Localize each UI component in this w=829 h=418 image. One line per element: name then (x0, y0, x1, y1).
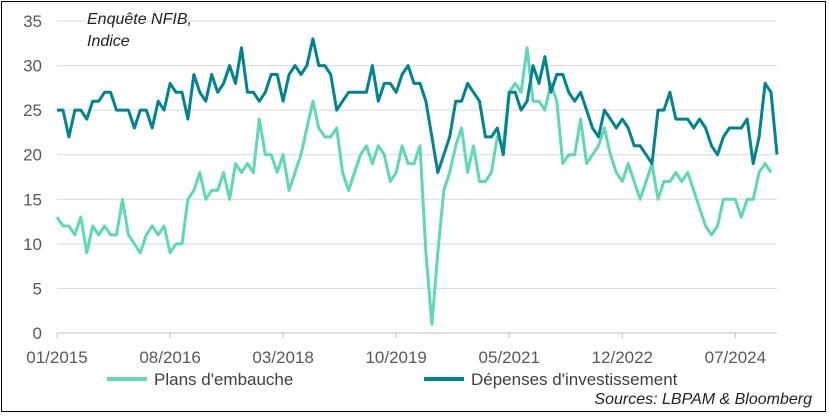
x-tick-label: 03/2018 (252, 348, 313, 367)
series-lines (55, 37, 779, 326)
annotation-line-2: Indice (87, 33, 130, 50)
series-line-hiring (55, 46, 773, 326)
x-tick-label: 12/2022 (592, 348, 653, 367)
x-tick-label: 01/2015 (26, 348, 87, 367)
chart-frame: 0 5 10 15 20 25 30 35 01/2015 08/2016 03/2018 10/2… (1, 1, 826, 412)
y-tick-label: 20 (23, 146, 42, 165)
y-axis-ticks: 0 5 10 15 20 25 30 35 (23, 12, 42, 343)
x-axis-ticks: 01/2015 08/2016 03/2018 10/2019 05/2021 12/20… (26, 333, 766, 367)
y-tick-label: 25 (23, 101, 42, 120)
y-tick-label: 5 (33, 279, 42, 298)
x-tick-label: 05/2021 (479, 348, 540, 367)
y-tick-label: 10 (23, 235, 42, 254)
line-chart: 0 5 10 15 20 25 30 35 01/2015 08/2016 03/2018 10/2… (23, 11, 812, 408)
annotation-line-1: Enquête NFIB, (87, 11, 192, 28)
source-note: Sources: LBPAM & Bloomberg (594, 391, 812, 408)
y-tick-label: 0 (33, 324, 42, 343)
legend-label-investment: Dépenses d'investissement (471, 370, 678, 389)
x-tick-label: 10/2019 (365, 348, 426, 367)
y-tick-label: 30 (23, 57, 42, 76)
y-tick-label: 15 (23, 190, 42, 209)
x-tick-label: 07/2024 (705, 348, 766, 367)
series-line-investment (57, 37, 779, 174)
legend: Plans d'embauche Dépenses d'investisseme… (107, 370, 678, 389)
legend-label-hiring: Plans d'embauche (154, 370, 293, 389)
y-tick-label: 35 (23, 12, 42, 31)
x-tick-label: 08/2016 (139, 348, 200, 367)
